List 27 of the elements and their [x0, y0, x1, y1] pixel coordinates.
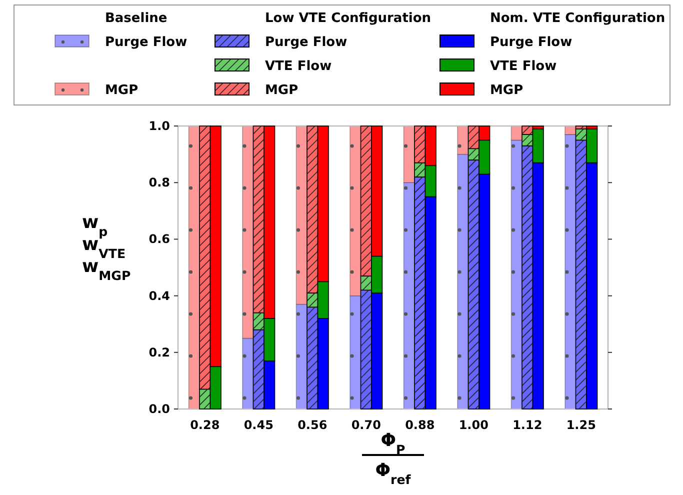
- legend-label: VTE Flow: [490, 59, 557, 74]
- x-tick-label: 1.12: [512, 418, 542, 432]
- x-tick-label: 0.45: [244, 418, 274, 432]
- legend-label: Purge Flow: [105, 35, 188, 50]
- legend-title: Baseline: [105, 11, 168, 26]
- y-axis-title: w$_{p}$ w$_{VTE}$ w$_{MGP}$: [82, 212, 131, 282]
- legend-label: Purge Flow: [265, 35, 348, 50]
- x-tick-label: 0.88: [405, 418, 435, 432]
- legend-label: MGP: [105, 83, 138, 98]
- legend-label: VTE Flow: [265, 59, 332, 74]
- legend-label: MGP: [490, 83, 524, 98]
- y-tick-label: 0.0: [148, 402, 170, 416]
- legend-title: Low VTE Configuration: [265, 11, 432, 26]
- y-tick-label: 0.8: [148, 176, 170, 190]
- y-tick-label: 0.4: [148, 288, 170, 303]
- y-tick-label: 0.6: [148, 232, 170, 246]
- x-axis-title: Φ$_{P}$ Φ$_{ref}$: [375, 430, 412, 486]
- x-tick-label: 0.56: [298, 418, 328, 432]
- x-tick-label: 1.25: [566, 418, 596, 432]
- x-tick-label: 0.70: [351, 418, 381, 432]
- legend-label: Purge Flow: [490, 35, 572, 50]
- y-tick-label: 1.0: [148, 119, 170, 133]
- legend-label: MGP: [265, 83, 298, 98]
- x-tick-label: 0.28: [190, 418, 220, 432]
- x-tick-label: 1.00: [458, 418, 488, 432]
- y-tick-label: 0.2: [148, 345, 170, 360]
- legend-title: Nom. VTE Configuration: [490, 11, 666, 26]
